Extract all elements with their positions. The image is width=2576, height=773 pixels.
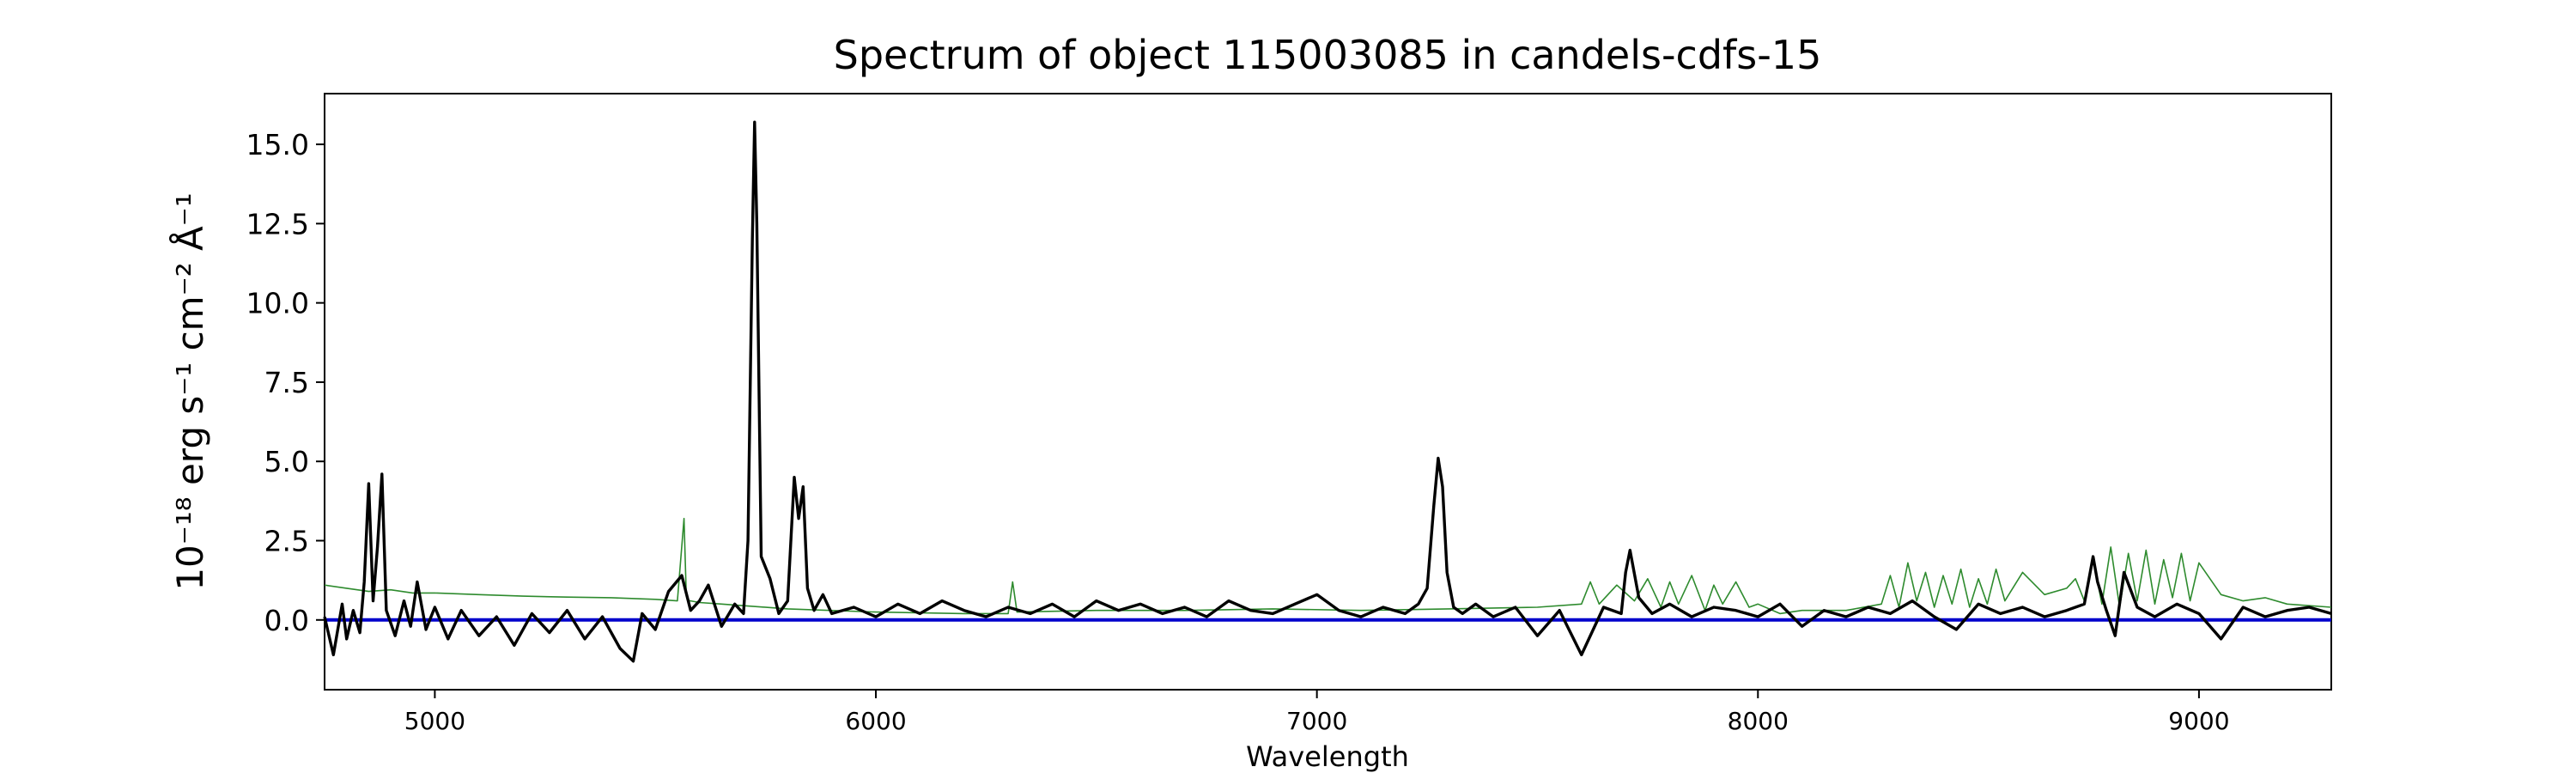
x-tick-label: 9000 [2168,707,2229,735]
x-tick-label: 7000 [1286,707,1347,735]
x-axis: 5000 6000 7000 8000 9000 [404,690,2230,735]
y-tick-label: 2.5 [264,525,309,558]
y-tick-label: 12.5 [246,207,309,240]
y-axis-label: 10⁻¹⁸ erg s⁻¹ cm⁻² Å⁻¹ [168,192,211,590]
y-tick-label: 7.5 [264,366,309,399]
plot-area [324,93,2332,691]
y-tick-label: 10.0 [246,287,309,320]
y-tick-label: 15.0 [246,128,309,161]
x-tick-label: 8000 [1728,707,1789,735]
x-axis-label: Wavelength [1246,740,1409,773]
y-tick-label: 0.0 [264,604,309,637]
error-series-line [324,517,2332,615]
y-axis: 0.0 2.5 5.0 7.5 10.0 12.5 15.0 [246,128,325,637]
x-tick-label: 5000 [404,707,465,735]
flux-series-line [323,120,2332,663]
x-tick-label: 6000 [845,707,906,735]
series-layer [323,120,2332,663]
chart-title: Spectrum of object 115003085 in candels-… [834,32,1822,78]
y-tick-label: 5.0 [264,445,309,478]
